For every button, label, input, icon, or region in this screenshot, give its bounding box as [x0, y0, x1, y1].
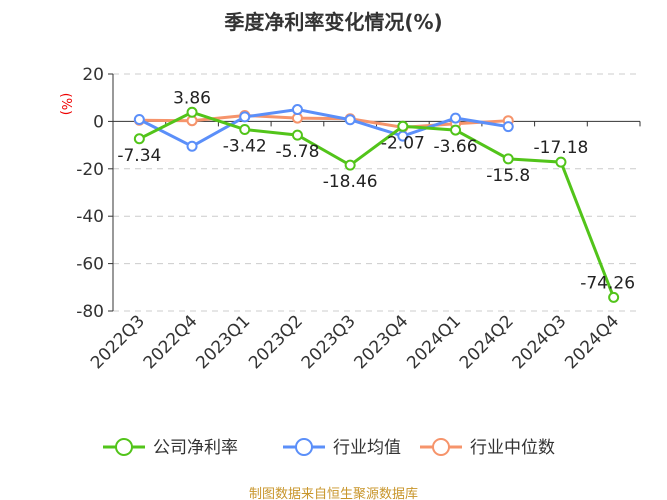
- legend-marker: [295, 438, 313, 456]
- data-label: -74.26: [580, 273, 635, 293]
- x-tick-label: 2024Q3: [509, 311, 571, 373]
- x-tick-label: 2024Q1: [403, 311, 465, 373]
- data-label: -7.34: [117, 146, 161, 166]
- y-tick-label: 0: [93, 112, 104, 132]
- x-tick-label: 2024Q2: [456, 311, 518, 373]
- data-label: -15.8: [486, 166, 530, 186]
- data-point: [502, 121, 514, 133]
- data-label: -2.07: [381, 133, 425, 153]
- chart-title: 季度净利率变化情况(%): [224, 10, 443, 34]
- data-point: [608, 291, 620, 303]
- data-point: [186, 140, 198, 152]
- x-tick-label: 2023Q2: [245, 311, 307, 373]
- y-tick-label: -80: [76, 302, 104, 322]
- legend-marker: [115, 438, 133, 456]
- data-point: [502, 153, 514, 165]
- y-tick-label: -60: [76, 255, 104, 275]
- data-point: [344, 114, 356, 126]
- series-line: [138, 110, 616, 298]
- y-tick-label: -20: [76, 160, 104, 180]
- x-tick-label: 2022Q4: [140, 311, 202, 373]
- y-tick-label: -40: [76, 207, 104, 227]
- source-note: 制图数据来自恒生聚源数据库: [248, 487, 418, 500]
- data-label: -3.66: [434, 137, 478, 157]
- y-axis-label: (%): [58, 93, 73, 116]
- data-point: [186, 106, 198, 118]
- x-tick-label: 2023Q1: [192, 311, 254, 373]
- data-point: [397, 120, 409, 132]
- data-point: [291, 129, 303, 141]
- legend-marker: [432, 438, 450, 456]
- x-tick-label: 2024Q4: [561, 311, 623, 373]
- data-point: [239, 124, 251, 136]
- legend-label: 行业中位数: [470, 438, 555, 458]
- series-line: [139, 113, 509, 129]
- data-label: 3.86: [173, 88, 211, 108]
- data-point: [239, 111, 251, 123]
- x-tick-label: 2023Q4: [351, 311, 413, 373]
- data-point: [133, 114, 145, 126]
- data-label: -3.42: [223, 137, 267, 157]
- data-point: [344, 159, 356, 171]
- y-tick-label: 20: [82, 65, 104, 85]
- legend-label: 行业均值: [333, 438, 401, 458]
- data-point: [450, 124, 462, 136]
- series-line: [138, 108, 509, 148]
- data-label: -18.46: [323, 172, 378, 192]
- data-point: [555, 156, 567, 168]
- data-label: -5.78: [275, 142, 319, 162]
- data-point: [291, 104, 303, 116]
- x-tick-label: 2023Q3: [298, 311, 360, 373]
- data-point: [133, 133, 145, 145]
- legend-label: 公司净利率: [153, 438, 238, 458]
- data-point: [450, 112, 462, 124]
- data-label: -17.18: [534, 138, 589, 158]
